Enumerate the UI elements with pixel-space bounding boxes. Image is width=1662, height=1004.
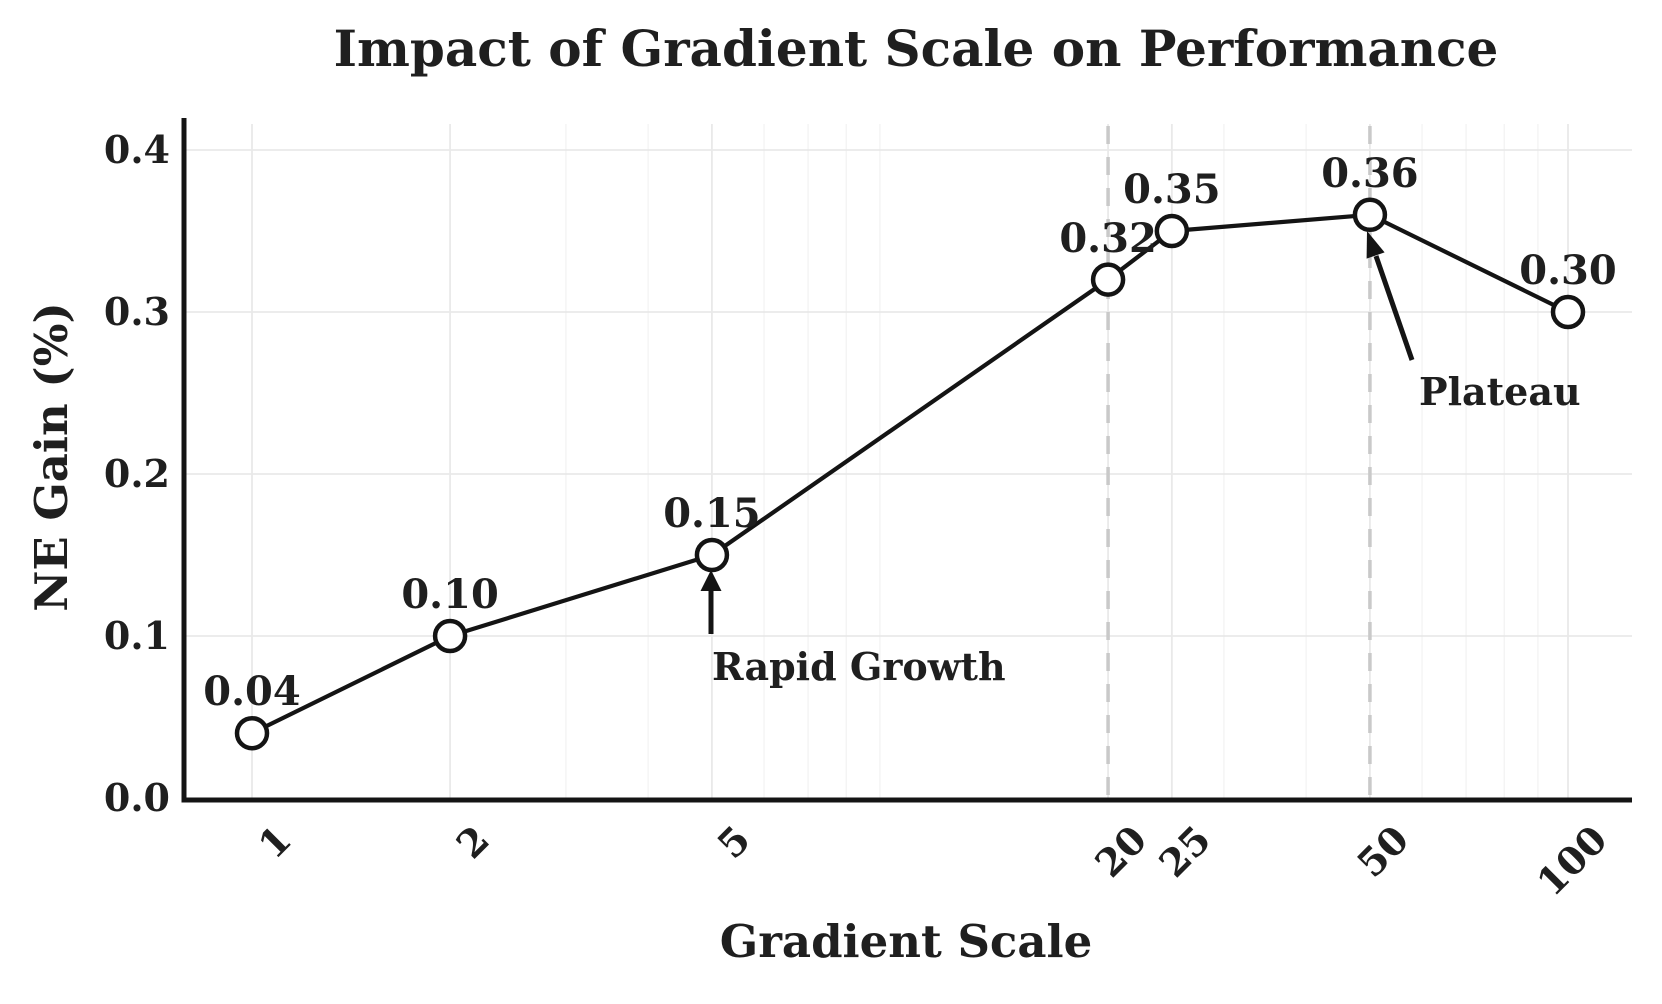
data-point-marker [1090, 262, 1126, 297]
point-value-label: 0.15 [663, 490, 761, 537]
point-value-label: 0.30 [1519, 247, 1617, 294]
data-point-marker [694, 537, 730, 573]
data-point-marker [234, 715, 270, 751]
rapid-growth-arrowhead [700, 570, 722, 591]
point-value-label: 0.35 [1123, 166, 1221, 213]
y-axis-tick-label: 0.2 [103, 451, 170, 496]
data-point-marker [1154, 213, 1190, 249]
y-axis-tick-label: 0.1 [103, 613, 170, 658]
annotation-rapid-growth-label: Rapid Growth [712, 644, 1006, 689]
y-axis-tick-label: 0.3 [103, 289, 170, 334]
annotation-plateau-label: Plateau [1419, 369, 1581, 414]
data-point-marker [1352, 197, 1388, 233]
x-axis-title: Gradient Scale [719, 915, 1093, 968]
point-value-label: 0.04 [203, 668, 301, 716]
point-value-label: 0.10 [401, 571, 499, 618]
point-value-label: 0.36 [1321, 149, 1419, 197]
y-axis-tick-label: 0.4 [103, 127, 170, 172]
data-point-marker [432, 618, 468, 654]
data-point-marker [1550, 294, 1586, 330]
plateau-arrowhead [1366, 231, 1385, 259]
chart-title: Impact of Gradient Scale on Performance [333, 19, 1499, 78]
y-axis-tick-label: 0.0 [103, 775, 170, 820]
y-axis-title: NE Gain (%) [25, 302, 78, 612]
point-value-label: 0.32 [1059, 214, 1157, 262]
plateau-arrow-shaft [1373, 255, 1415, 361]
